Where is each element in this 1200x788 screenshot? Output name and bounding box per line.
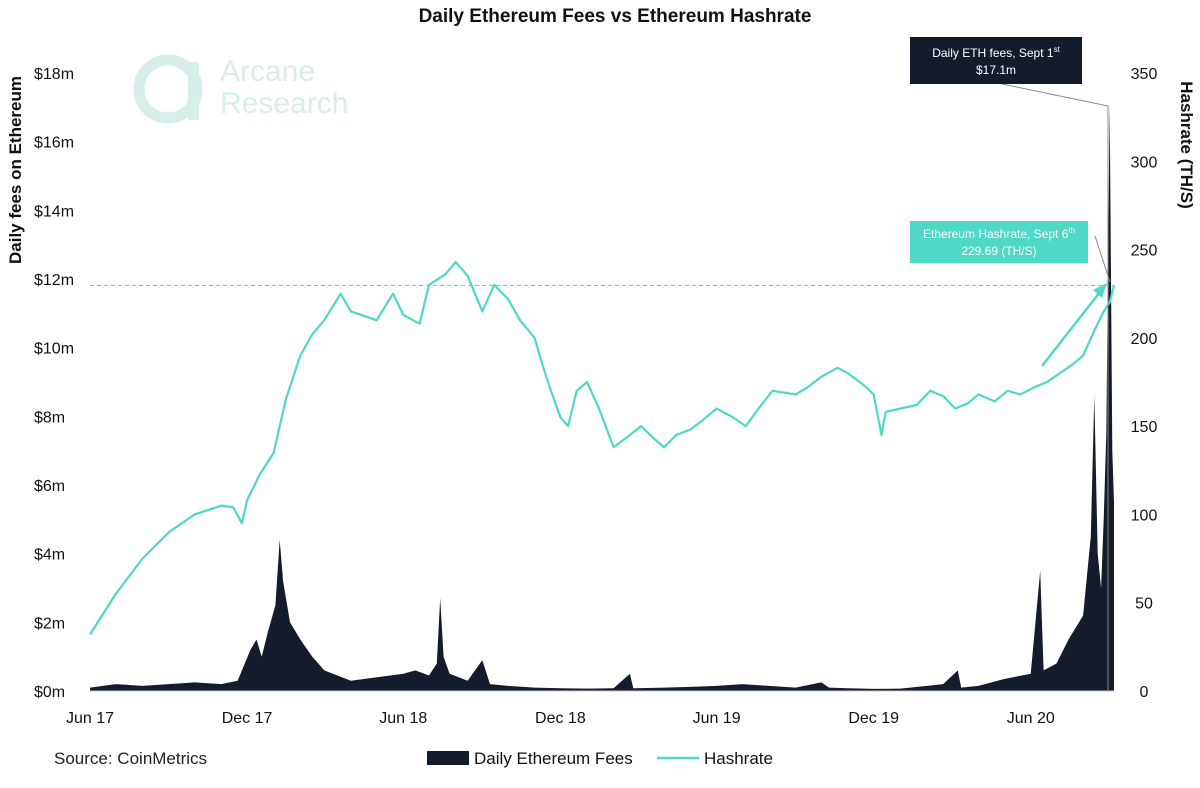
fees-annotation: Daily ETH fees, Sept 1st $17.1m: [910, 37, 1109, 690]
left-axis-title: Daily fees on Ethereum: [6, 76, 25, 264]
fees-annotation-box: [910, 37, 1082, 84]
left-tick-label: $2m: [34, 615, 65, 632]
left-tick-label: $12m: [34, 272, 74, 289]
x-axis-ticks: Jun 17 Dec 17 Jun 18 Dec 18 Jun 19 Dec 19 Jun …: [66, 710, 1055, 727]
hashrate-annotation-connector: [1094, 235, 1111, 283]
hashrate-line: [89, 260, 1116, 636]
right-tick-label: 200: [1131, 331, 1158, 348]
legend-fees-label: Daily Ethereum Fees: [474, 749, 633, 768]
hashrate-annotation: Ethereum Hashrate, Sept 6th 229.69 (TH/S…: [910, 221, 1111, 367]
left-tick-label: $0m: [34, 684, 65, 701]
hashrate-trend-arrow-icon: [1041, 291, 1101, 367]
left-tick-label: $4m: [34, 547, 65, 564]
hashrate-annotation-line2: 229.69 (TH/S): [961, 244, 1036, 258]
x-tick-label: Dec 19: [848, 710, 899, 727]
left-tick-label: $16m: [34, 135, 74, 152]
right-tick-label: 250: [1131, 243, 1158, 260]
fees-annotation-line2: $17.1m: [976, 63, 1016, 77]
left-tick-label: $6m: [34, 478, 65, 495]
hashrate-annotation-line1: Ethereum Hashrate, Sept 6th: [923, 226, 1075, 241]
x-tick-label: Jun 20: [1007, 710, 1055, 727]
right-tick-label: 150: [1131, 419, 1158, 436]
left-tick-label: $8m: [34, 409, 65, 426]
x-tick-label: Dec 18: [535, 710, 586, 727]
legend-hashrate-label: Hashrate: [704, 749, 773, 768]
arrowhead-icon: [1093, 283, 1107, 298]
x-tick-label: Jun 19: [693, 710, 741, 727]
left-tick-label: $14m: [34, 203, 74, 220]
fees-annotation-line1: Daily ETH fees, Sept 1st: [932, 45, 1060, 60]
left-axis-ticks: $0m $2m $4m $6m $8m $10m $12m $14m $16m $18m: [34, 66, 74, 701]
left-tick-label: $18m: [34, 66, 74, 83]
fees-annotation-connector: [1001, 83, 1109, 107]
legend: Daily Ethereum Fees Hashrate: [427, 749, 773, 768]
logo-text-arcane: Arcane: [220, 55, 315, 88]
right-axis-title: Hashrate (TH/S): [1177, 81, 1196, 209]
right-axis-ticks: 0 50 100 150 200 250 300 350: [1131, 66, 1158, 701]
arcane-research-logo: Arcane Research: [133, 54, 348, 124]
x-tick-label: Jun 18: [379, 710, 427, 727]
x-tick-label: Dec 17: [222, 710, 273, 727]
source-note: Source: CoinMetrics: [54, 749, 207, 768]
right-tick-label: 300: [1131, 154, 1158, 171]
x-tick-label: Jun 17: [66, 710, 114, 727]
right-tick-label: 50: [1135, 596, 1153, 613]
right-tick-label: 100: [1131, 507, 1158, 524]
hashrate-annotation-box: [910, 221, 1088, 263]
hashrate-series: [89, 260, 1116, 636]
legend-fees-swatch: [427, 751, 469, 765]
right-tick-label: 0: [1140, 684, 1149, 701]
left-tick-label: $10m: [34, 341, 74, 358]
fees-area: [90, 103, 1114, 691]
chart-title: Daily Ethereum Fees vs Ethereum Hashrate: [419, 6, 812, 27]
fees-series: [90, 103, 1114, 691]
logo-text-research: Research: [220, 87, 348, 120]
right-tick-label: 350: [1131, 66, 1158, 83]
logo-bar-icon: [188, 62, 199, 120]
